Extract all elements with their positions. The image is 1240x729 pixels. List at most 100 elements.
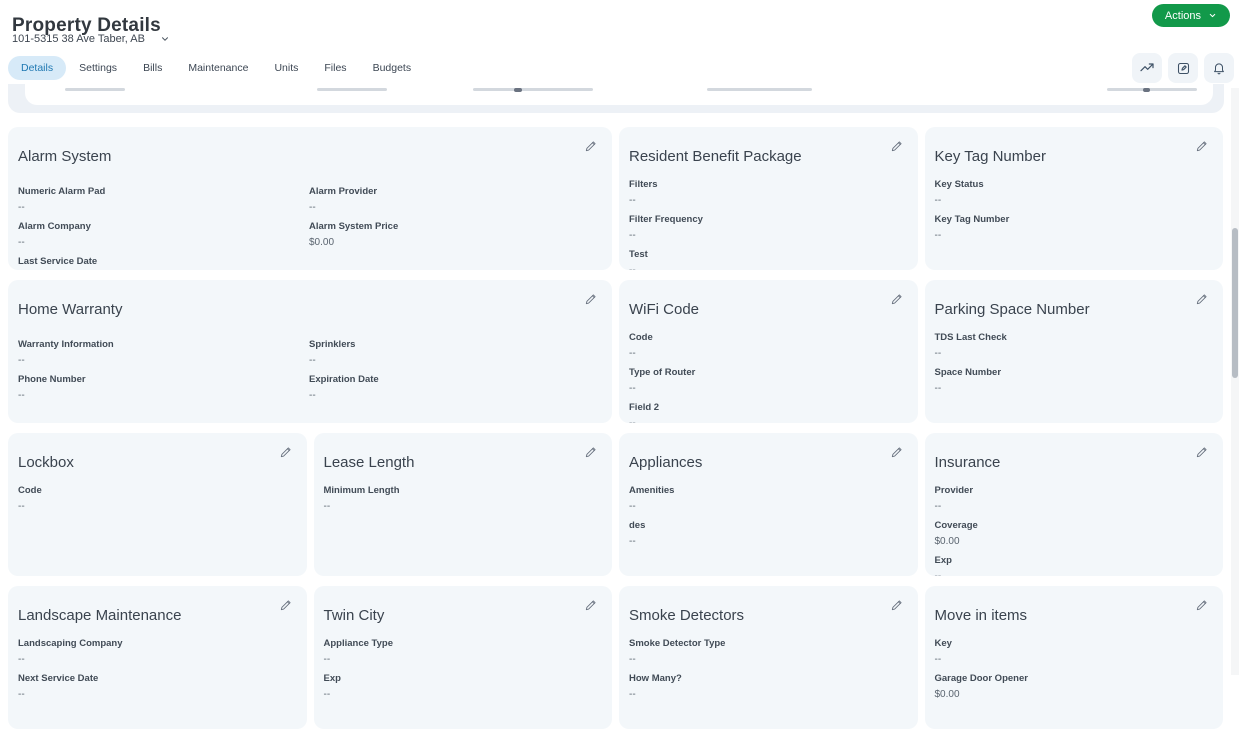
- bell-icon: [1212, 61, 1226, 76]
- field-value: --: [935, 571, 1212, 576]
- card-title: Parking Space Number: [934, 301, 1090, 319]
- field-value: --: [309, 389, 316, 401]
- field-value: --: [309, 354, 316, 366]
- field-label: Warranty Information: [18, 338, 114, 350]
- card-title: Key Tag Number: [934, 148, 1046, 166]
- card-column: Minimum Length --: [324, 485, 601, 513]
- field-value: --: [934, 194, 942, 206]
- edit-card-button[interactable]: [277, 597, 295, 615]
- note-edit-button[interactable]: [1168, 53, 1198, 83]
- card-title: Lease Length: [323, 454, 415, 472]
- field-label: TDS Last Check: [934, 331, 1007, 343]
- card-column: Sprinklers -- Expiration Date --: [309, 332, 600, 402]
- field-value: --: [934, 229, 942, 241]
- field-value: --: [18, 201, 25, 213]
- tab-bills[interactable]: Bills: [143, 62, 163, 74]
- pencil-icon: [1195, 139, 1209, 156]
- card-column: Key -- Garage Door Opener $0.00: [935, 638, 1212, 701]
- text-fragment: [473, 88, 593, 91]
- text-fragment: [317, 88, 387, 91]
- text-fragment: [707, 88, 812, 91]
- pencil-icon: [584, 139, 598, 156]
- edit-card-button[interactable]: [1193, 138, 1211, 156]
- edit-card-button[interactable]: [1193, 291, 1211, 309]
- field-garage-door-opener: Garage Door Opener $0.00: [935, 673, 1212, 701]
- field-numeric-alarm-pad: Numeric Alarm Pad --: [18, 186, 309, 214]
- field-label: Space Number: [934, 366, 1002, 378]
- card-title: Landscape Maintenance: [18, 607, 182, 625]
- card-column: Warranty Information -- Phone Number --: [18, 332, 309, 402]
- edit-card-button[interactable]: [888, 138, 906, 156]
- text-fragment: [1143, 88, 1150, 92]
- edit-card-button[interactable]: [582, 138, 600, 156]
- field-key: Key --: [935, 638, 1212, 666]
- field-value: $0.00: [934, 688, 960, 700]
- field-value: --: [934, 500, 942, 512]
- field-filter-frequency: Filter Frequency --: [629, 214, 906, 242]
- card-body: Numeric Alarm Pad -- Alarm Company -- Last S…: [18, 179, 600, 270]
- property-selector-label: 101-5315 38 Ave Taber, AB: [12, 33, 145, 45]
- field-label: Last Service Date: [18, 255, 98, 267]
- card-body: Landscaping Company -- Next Service Date --: [18, 638, 295, 701]
- tab-budgets[interactable]: Budgets: [372, 62, 412, 74]
- card-key-tag-number: Key Tag Number Key Status -- Key Tag Numbe…: [924, 127, 1223, 270]
- field-value: $0.00: [934, 535, 960, 547]
- note-edit-icon: [1176, 61, 1191, 76]
- field-value: --: [629, 418, 906, 423]
- scrollbar-track[interactable]: [1231, 88, 1239, 675]
- chevron-down-icon: [1208, 11, 1217, 20]
- bell-button[interactable]: [1204, 53, 1234, 83]
- field-value: --: [934, 347, 942, 359]
- field-value: --: [629, 535, 636, 547]
- field-value: --: [629, 500, 636, 512]
- field-key-tag-number: Key Tag Number --: [935, 214, 1212, 242]
- field-landscaping-company: Landscaping Company --: [18, 638, 295, 666]
- field-value: --: [629, 194, 636, 206]
- actions-button[interactable]: Actions: [1151, 4, 1230, 27]
- property-selector[interactable]: 101-5315 38 Ave Taber, AB: [12, 33, 170, 45]
- card-insurance: Insurance Provider -- Coverage $0.00 Exp --: [924, 433, 1223, 576]
- card-column: Smoke Detector Type -- How Many? --: [629, 638, 906, 701]
- card-landscape-maintenance: Landscape Maintenance Landscaping Compan…: [8, 586, 307, 729]
- field-last-service-date: Last Service Date--: [18, 256, 309, 270]
- field-appliance-type: Appliance Type --: [324, 638, 601, 666]
- card-title: Home Warranty: [18, 301, 123, 319]
- field-label: Sprinklers: [309, 338, 356, 350]
- tab-maintenance[interactable]: Maintenance: [188, 62, 249, 74]
- edit-card-button[interactable]: [888, 444, 906, 462]
- tab-settings[interactable]: Settings: [79, 62, 118, 74]
- field-value: --: [629, 653, 636, 665]
- field-test: Test --: [629, 249, 906, 270]
- edit-card-button[interactable]: [582, 444, 600, 462]
- edit-card-button[interactable]: [277, 444, 295, 462]
- edit-card-button[interactable]: [888, 291, 906, 309]
- field-warranty-information: Warranty Information --: [18, 339, 309, 367]
- tab-files[interactable]: Files: [324, 62, 347, 74]
- card-lease-length: Lease Length Minimum Length --: [313, 433, 612, 576]
- scrollbar-thumb[interactable]: [1232, 228, 1238, 378]
- edit-card-button[interactable]: [582, 291, 600, 309]
- field-value: --: [629, 347, 636, 359]
- pencil-icon: [1195, 445, 1209, 462]
- text-fragment: [1107, 88, 1197, 91]
- field-value: --: [18, 653, 25, 665]
- field-label: Alarm Provider: [309, 185, 378, 197]
- card-body: Code --: [18, 485, 295, 513]
- tab-units[interactable]: Units: [274, 62, 299, 74]
- card-title: Twin City: [323, 607, 385, 625]
- field-type-of-router: Type of Router --: [629, 367, 906, 395]
- field-value: --: [629, 265, 906, 270]
- field-label: Key Tag Number: [934, 213, 1010, 225]
- edit-card-button[interactable]: [1193, 597, 1211, 615]
- edit-card-button[interactable]: [582, 597, 600, 615]
- field-value: --: [18, 688, 25, 700]
- card-alarm-system: Alarm System Numeric Alarm Pad -- Alarm Co…: [8, 127, 612, 270]
- field-label: Key: [934, 637, 952, 649]
- field-label: Minimum Length: [323, 484, 400, 496]
- tab-details[interactable]: Details: [8, 56, 67, 80]
- actions-button-label: Actions: [1164, 9, 1201, 22]
- line-chart-button[interactable]: [1132, 53, 1162, 83]
- field-value: --: [323, 688, 331, 700]
- edit-card-button[interactable]: [888, 597, 906, 615]
- edit-card-button[interactable]: [1193, 444, 1211, 462]
